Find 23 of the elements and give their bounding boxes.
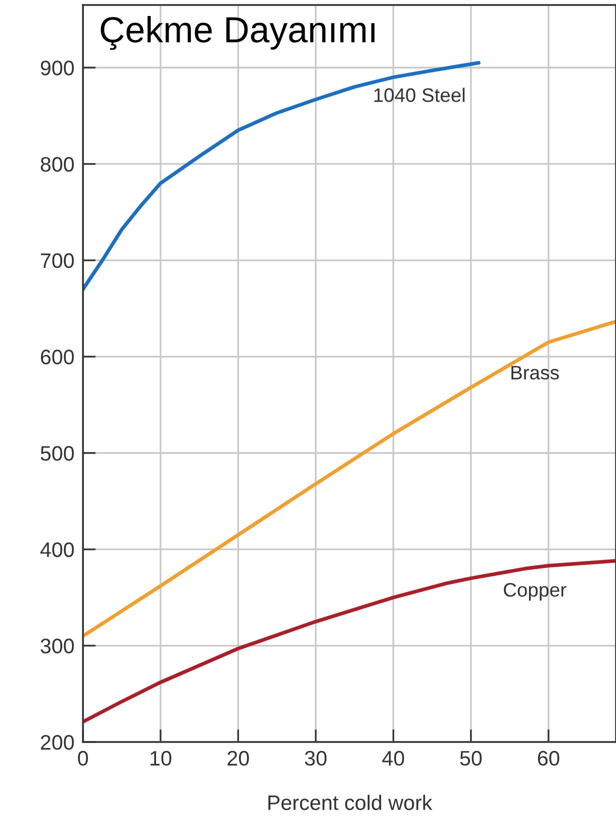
x-tick-label: 30 — [304, 750, 327, 766]
y-tick-label: 200 — [40, 735, 74, 750]
y-tick-label: 800 — [40, 156, 74, 172]
x-tick-label: 20 — [228, 750, 249, 766]
x-axis-title: Percent cold work — [268, 794, 432, 810]
line-series — [82, 61, 480, 292]
x-tick-label: 10 — [150, 750, 172, 766]
series-label: 1040 Steel — [374, 88, 465, 102]
x-tick-label: 60 — [538, 750, 560, 766]
x-tick-label: 0 — [78, 750, 88, 766]
chart-title: Çekme Dayanımı — [100, 16, 374, 50]
y-tick-label: 700 — [40, 253, 74, 268]
x-tick-label: 40 — [382, 750, 404, 766]
series-label: Copper — [504, 582, 566, 601]
y-tick-label: 600 — [40, 350, 74, 364]
line-series — [82, 320, 616, 638]
y-tick-label: 900 — [40, 60, 74, 76]
x-tick-label: 50 — [460, 750, 482, 766]
y-tick-label: 400 — [40, 542, 74, 558]
series-label: Brass — [511, 366, 559, 380]
y-tick-label: 300 — [40, 638, 74, 654]
y-tick-label: 500 — [40, 446, 74, 461]
line-series — [82, 559, 616, 724]
